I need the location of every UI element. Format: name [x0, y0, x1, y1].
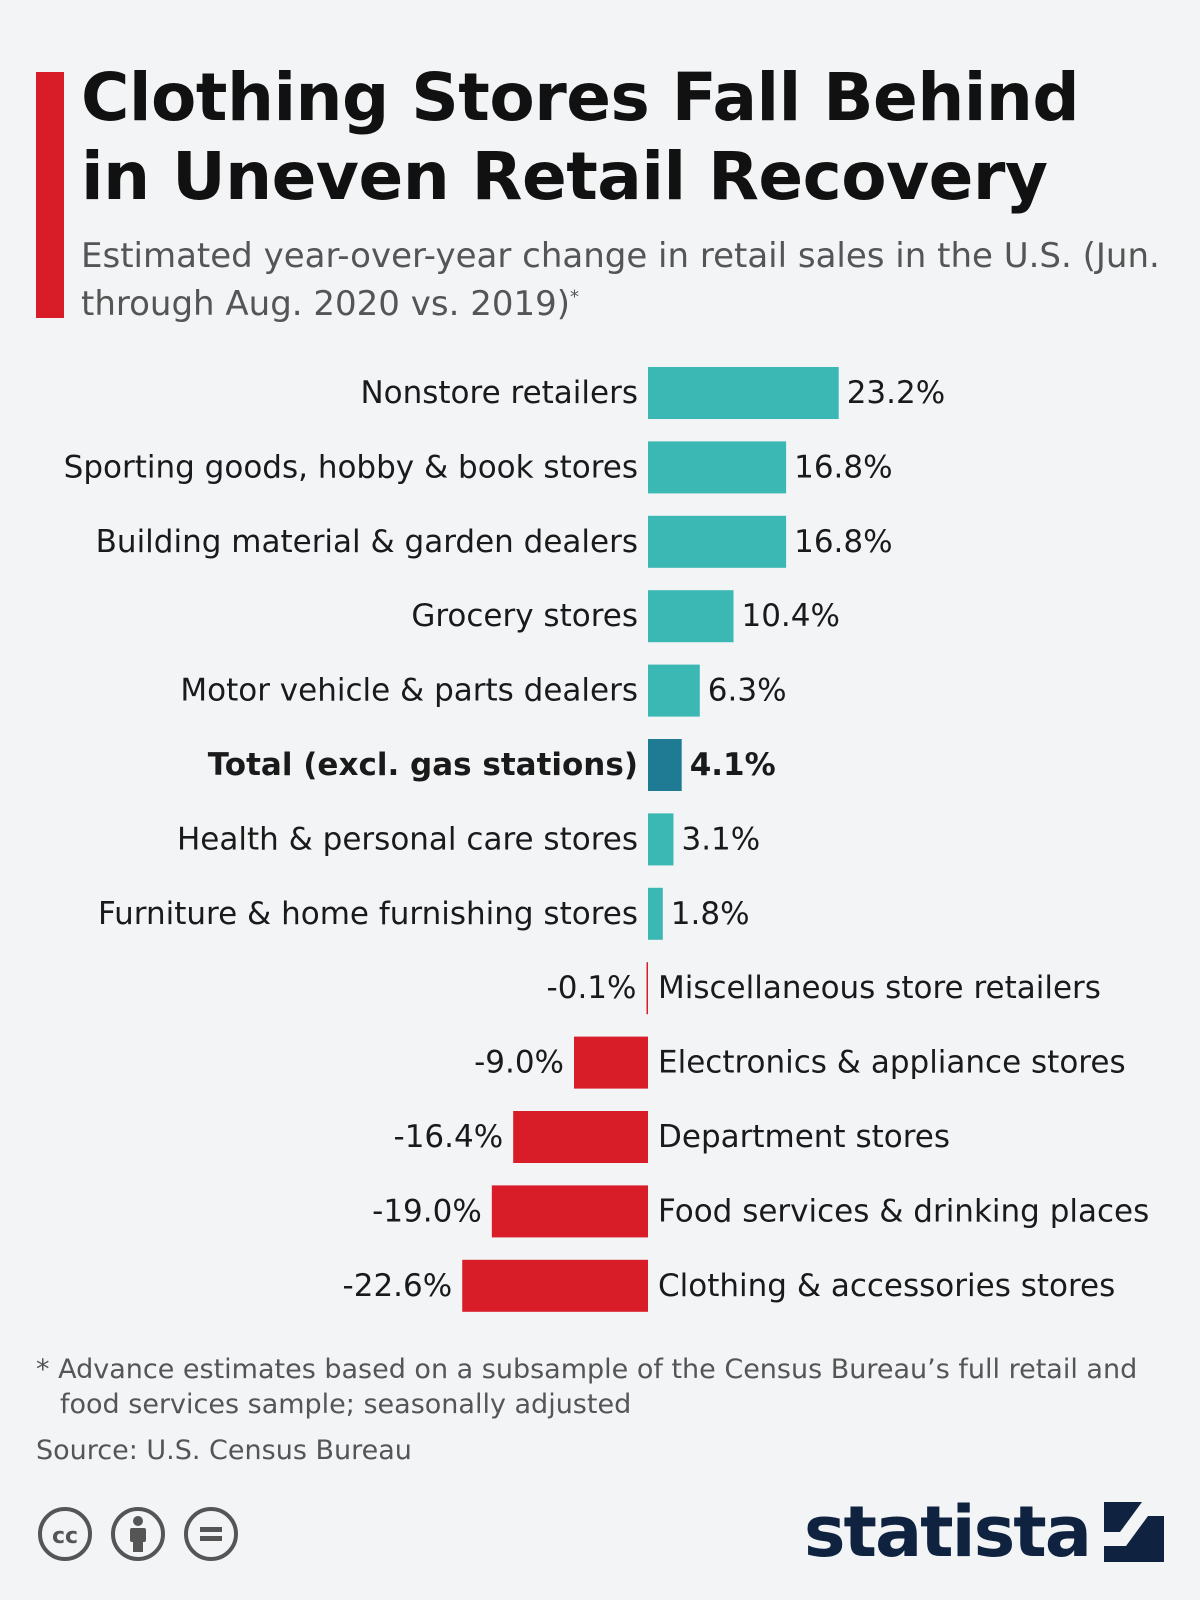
- value-label-10: -16.4%: [394, 1119, 504, 1155]
- logo-text: statista: [803, 1491, 1092, 1573]
- subtitle-text: Estimated year-over-year change in retai…: [81, 236, 1160, 324]
- statista-logo-icon: [1104, 1502, 1164, 1562]
- subtitle-footnote-mark: *: [569, 286, 579, 308]
- category-label-9: Electronics & appliance stores: [658, 1045, 1126, 1081]
- value-label-9: -9.0%: [474, 1045, 564, 1081]
- category-label-0: Nonstore retailers: [360, 375, 638, 411]
- statista-logo[interactable]: statista: [803, 1491, 1164, 1573]
- value-label-2: 16.8%: [794, 524, 892, 560]
- value-label-4: 6.3%: [708, 673, 787, 709]
- value-label-0: 23.2%: [847, 375, 945, 411]
- category-label-11: Food services & drinking places: [658, 1193, 1149, 1229]
- bar-4: [648, 664, 700, 717]
- value-label-11: -19.0%: [372, 1193, 482, 1229]
- bar-5: [648, 739, 682, 791]
- footnote: * Advance estimates based on a subsample…: [36, 1352, 1166, 1422]
- source-note: Source: U.S. Census Bureau: [36, 1435, 412, 1466]
- value-label-7: 1.8%: [671, 896, 750, 932]
- bar-10: [513, 1111, 648, 1163]
- bar-7: [648, 887, 663, 940]
- cc-icon[interactable]: cc: [36, 1505, 94, 1563]
- category-label-6: Health & personal care stores: [177, 821, 638, 857]
- bar-6: [648, 813, 674, 866]
- bar-3: [648, 590, 734, 643]
- category-label-1: Sporting goods, hobby & book stores: [64, 449, 638, 485]
- category-label-7: Furniture & home furnishing stores: [98, 896, 638, 932]
- no-derivatives-icon[interactable]: [182, 1505, 240, 1563]
- category-label-5: Total (excl. gas stations): [208, 747, 638, 783]
- bar-1: [648, 441, 787, 494]
- license-icons: cc: [36, 1505, 250, 1565]
- bar-12: [462, 1259, 648, 1312]
- category-label-12: Clothing & accessories stores: [658, 1268, 1115, 1304]
- chart-subtitle: Estimated year-over-year change in retai…: [81, 232, 1161, 328]
- category-label-8: Miscellaneous store retailers: [658, 970, 1101, 1006]
- footnote-line-2: food services sample; seasonally adjuste…: [60, 1389, 632, 1420]
- category-label-10: Department stores: [658, 1119, 950, 1155]
- category-label-3: Grocery stores: [411, 598, 638, 634]
- bar-2: [648, 515, 787, 568]
- chart-title: Clothing Stores Fall Behind in Uneven Re…: [81, 59, 1080, 215]
- bar-0: [648, 367, 839, 419]
- category-label-4: Motor vehicle & parts dealers: [180, 673, 638, 709]
- value-label-1: 16.8%: [794, 449, 892, 485]
- bar-11: [491, 1185, 648, 1238]
- title-accent-bar: [36, 72, 64, 318]
- category-label-2: Building material & garden dealers: [96, 524, 638, 560]
- bar-8: [646, 962, 648, 1015]
- value-label-3: 10.4%: [741, 598, 839, 634]
- value-label-8: -0.1%: [547, 970, 637, 1006]
- value-label-12: -22.6%: [343, 1268, 453, 1304]
- footnote-line-1: * Advance estimates based on a subsample…: [36, 1354, 1138, 1385]
- value-label-5: 4.1%: [690, 747, 776, 783]
- value-label-6: 3.1%: [681, 821, 760, 857]
- bar-9: [574, 1036, 648, 1089]
- svg-text:cc: cc: [52, 1524, 78, 1549]
- attribution-icon[interactable]: [109, 1505, 167, 1563]
